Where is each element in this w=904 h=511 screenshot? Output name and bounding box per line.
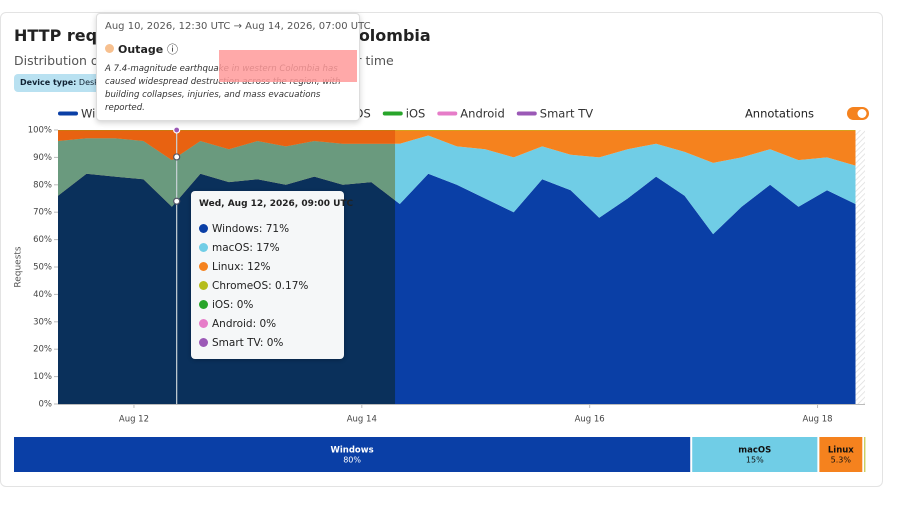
hover-dot (173, 126, 181, 134)
tooltip-text: macOS: 17% (212, 242, 280, 254)
tooltip-item: Linux: 12% (199, 261, 271, 273)
chip-label: Device type: (20, 78, 77, 87)
range-to: Aug 14, 2026, 07:00 UTC (245, 21, 371, 32)
range-from: Aug 10, 2026, 12:30 UTC (105, 21, 231, 32)
x-tick-label: Aug 14 (347, 415, 377, 425)
breakdown-value: 80% (343, 456, 361, 465)
tooltip-text: ChromeOS: 0.17% (212, 280, 309, 292)
hover-dot (173, 153, 181, 161)
incomplete-period (855, 130, 865, 404)
y-tick-label: 10% (33, 372, 52, 382)
y-tick-label: 30% (33, 317, 52, 327)
tooltip-text: iOS: 0% (212, 299, 254, 311)
breakdown-name: macOS (738, 446, 771, 456)
tooltip-title: Wed, Aug 12, 2026, 09:00 UTC (199, 199, 354, 209)
y-tick-label: 90% (33, 153, 52, 163)
tooltip-dot (199, 281, 208, 290)
tooltip-item: Android: 0% (199, 318, 276, 330)
info-icon[interactable]: ⓘ (167, 43, 179, 56)
legend-label: Smart TV (540, 107, 593, 121)
legend-label: iOS (406, 107, 426, 121)
tooltip-text: Linux: 12% (212, 261, 271, 273)
breakdown-name: Linux (828, 446, 854, 456)
tooltip-dot (199, 224, 208, 233)
card (0, 12, 883, 487)
tooltip-text: Smart TV: 0% (212, 337, 284, 349)
tooltip-dot (199, 262, 208, 271)
highlight-box (219, 50, 357, 82)
breakdown-value: 15% (746, 456, 764, 465)
y-tick-label: 20% (33, 345, 52, 355)
tooltip-dot (199, 319, 208, 328)
breakdown-value: 5.3% (831, 456, 852, 465)
tooltip-item: iOS: 0% (199, 299, 253, 311)
legend-label: Android (460, 107, 504, 121)
breakdown-name: Windows (331, 446, 374, 456)
y-axis-label: Requests (14, 246, 24, 288)
tooltip-item: Windows: 71% (199, 223, 289, 235)
breakdown-segment (14, 437, 691, 472)
tooltip: Wed, Aug 12, 2026, 09:00 UTC Windows: 71… (191, 191, 353, 359)
tooltip-item: Smart TV: 0% (199, 337, 283, 349)
tooltip-item: macOS: 17% (199, 242, 280, 254)
hover-dot (173, 197, 181, 205)
annotation-popup: Aug 10, 2026, 12:30 UTC → Aug 14, 2026, … (96, 13, 371, 121)
x-tick-label: Aug 18 (802, 415, 832, 425)
annotation-range: Aug 10, 2026, 12:30 UTC → Aug 14, 2026, … (105, 21, 371, 32)
annotation-title: Outage (118, 43, 164, 56)
toggle-label: Annotations (745, 107, 814, 121)
tooltip-dot (199, 338, 208, 347)
tooltip-text: Windows: 71% (212, 223, 290, 235)
y-tick-label: 80% (33, 180, 52, 190)
toggle-knob (857, 109, 867, 118)
y-tick-label: 100% (28, 126, 52, 136)
y-tick-label: 60% (33, 235, 52, 245)
x-tick-label: Aug 16 (575, 415, 605, 425)
annotation-dot (105, 44, 114, 53)
x-tick-label: Aug 12 (119, 415, 149, 425)
annotation-heading: Outage ⓘ (105, 41, 178, 57)
breakdown-segment (864, 437, 866, 472)
y-tick-label: 70% (33, 208, 52, 218)
breakdown-segment (692, 437, 818, 472)
tooltip-dot (199, 300, 208, 309)
chip-value: Desktop (79, 78, 112, 87)
tooltip-dot (199, 243, 208, 252)
breakdown-segment (819, 437, 863, 472)
filter-chip[interactable]: Device type: Desktop (14, 74, 118, 92)
tooltip-item: ChromeOS: 0.17% (199, 280, 308, 292)
y-tick-label: 50% (33, 263, 52, 273)
tooltip-text: Android: 0% (212, 318, 277, 330)
y-tick-label: 40% (33, 290, 52, 300)
y-tick-label: 0% (39, 400, 53, 410)
